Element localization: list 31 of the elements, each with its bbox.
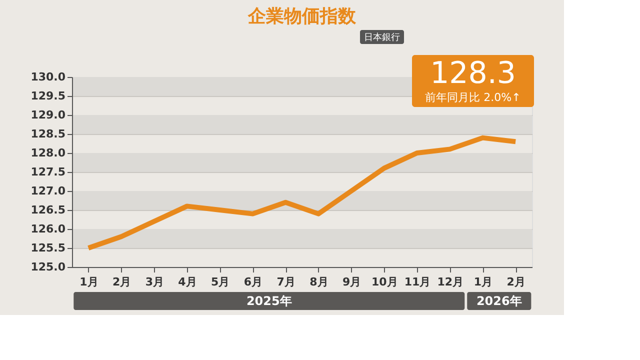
y-tick-label: 129.5 [30, 90, 66, 102]
y-tick-label: 125.0 [30, 260, 66, 274]
y-tick-label: 125.5 [30, 242, 66, 254]
x-tick-label: 1月 [80, 276, 98, 288]
y-tick-label: 127.5 [30, 166, 66, 178]
chart-title: 企業物価指数 [247, 6, 357, 27]
text: 日本銀行 [364, 32, 400, 43]
x-tick-label: 9月 [342, 276, 362, 288]
y-tick-label: 126.0 [30, 222, 66, 236]
y-tick-label: 128.5 [30, 128, 66, 140]
text: 2026年 [476, 294, 522, 308]
x-tick-label: 1月 [474, 276, 493, 288]
text: 2025年 [246, 294, 292, 308]
x-tick-label: 2月 [112, 276, 132, 288]
x-tick-label: 12月 [437, 276, 464, 288]
x-tick-label: 11月 [404, 276, 431, 288]
x-tick-label: 10月 [371, 276, 398, 288]
x-tick-label: 7月 [276, 276, 296, 288]
x-tick-label: 3月 [145, 276, 164, 288]
y-tick-label: 130.0 [30, 70, 66, 84]
annotation: 前年同月比 2.0%↑ [425, 91, 521, 104]
x-tick-label: 2月 [506, 276, 526, 288]
y-tick-label: 126.5 [30, 204, 66, 216]
x-tick-label: 8月 [310, 276, 328, 288]
x-tick-label: 6月 [244, 276, 263, 288]
x-tick-label: 5月 [211, 276, 230, 288]
y-tick-label: 127.0 [30, 184, 66, 198]
y-tick-label: 129.0 [30, 108, 66, 122]
x-tick-label: 4月 [178, 276, 197, 288]
y-tick-label: 128.0 [30, 146, 66, 160]
data-label: 128.3 [430, 56, 516, 91]
